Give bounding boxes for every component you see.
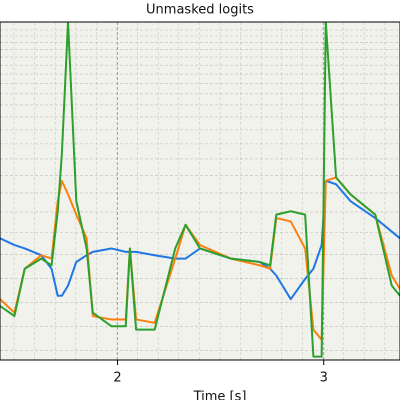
plot-frame: [0, 21, 400, 361]
x-tick-label: 3: [320, 371, 328, 386]
series-line: [0, 22, 400, 358]
x-axis-label: Time [s]: [193, 390, 247, 400]
x-tick-label: 2: [113, 371, 121, 386]
chart-title: Unmasked logits: [146, 3, 254, 18]
